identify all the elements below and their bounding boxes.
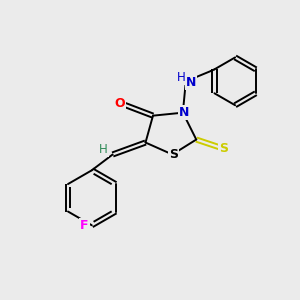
Text: N: N <box>179 106 190 119</box>
Text: O: O <box>115 97 125 110</box>
Text: S: S <box>169 148 178 161</box>
Text: H: H <box>99 142 108 156</box>
Text: F: F <box>80 219 88 232</box>
Text: N: N <box>186 76 196 89</box>
Text: S: S <box>219 142 228 155</box>
Text: H: H <box>177 71 186 84</box>
